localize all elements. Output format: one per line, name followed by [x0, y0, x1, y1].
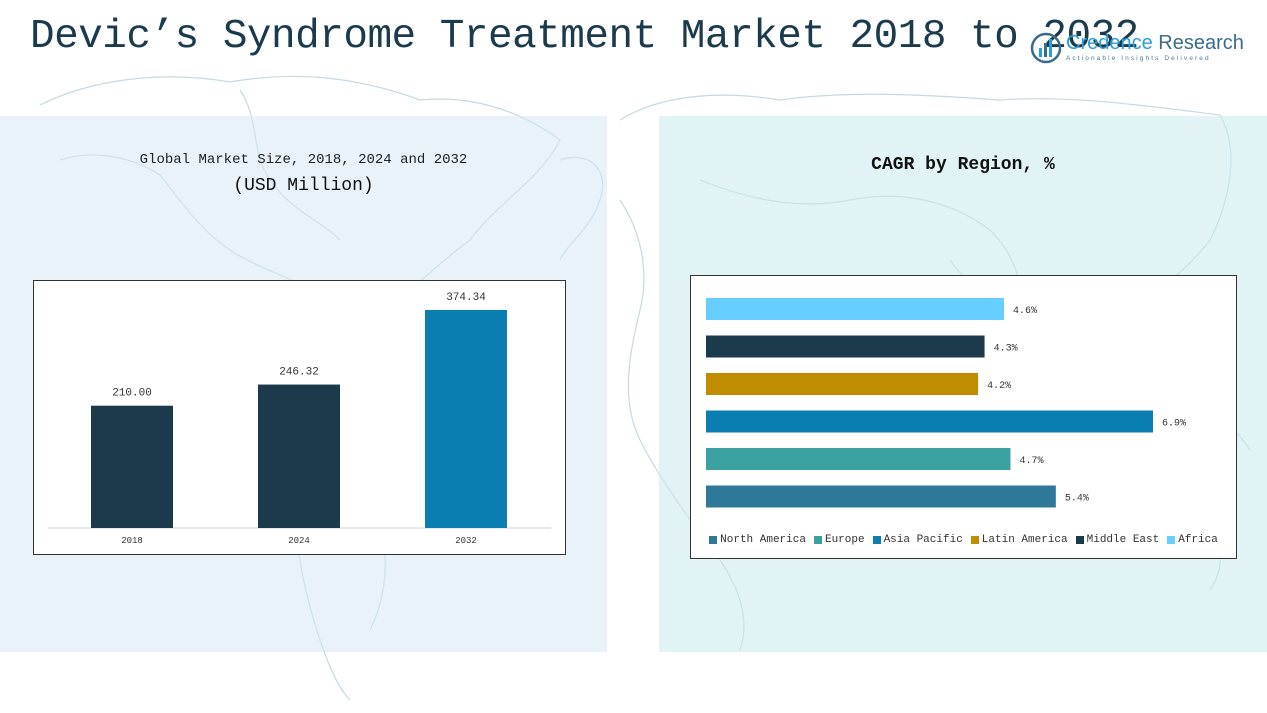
logo-tagline: Actionable Insights Delivered	[1066, 55, 1211, 62]
bar-africa	[706, 298, 1004, 320]
legend-swatch	[1167, 536, 1176, 544]
legend-item-asia-pacific: Asia Pacific	[872, 534, 963, 546]
cagr-value-label: 5.4%	[1065, 494, 1089, 505]
legend-item-latin-america: Latin America	[970, 534, 1068, 546]
market-size-unit: (USD Million)	[233, 176, 374, 196]
page-title: Devic’s Syndrome Treatment Market 2018 t…	[30, 14, 1139, 60]
legend-item-africa: Africa	[1167, 534, 1218, 546]
legend-swatch	[813, 536, 822, 544]
cagr-value-label: 6.9%	[1162, 419, 1186, 430]
brand-logo: Credence Research Actionable Insights De…	[1030, 30, 1244, 68]
bar-middle-east	[706, 335, 985, 358]
legend-item-middle-east: Middle East	[1075, 534, 1160, 546]
market-size-chart: 210.00 2018 246.32 2024 374.34 2032	[33, 280, 566, 555]
cagr-title: CAGR by Region, %	[871, 155, 1055, 175]
bar-asia-pacific	[706, 410, 1153, 433]
bar-value-label: 374.34	[446, 292, 486, 304]
legend-item-europe: Europe	[813, 534, 865, 546]
logo-research-text: Research	[1152, 32, 1244, 54]
legend-label: North America	[720, 534, 806, 546]
bar-value-label: 210.00	[112, 388, 152, 400]
cagr-value-label: 4.7%	[1019, 456, 1043, 467]
legend-item-north-america: North America	[709, 534, 806, 546]
bar-europe	[706, 448, 1011, 470]
x-tick-label: 2024	[288, 536, 310, 546]
x-tick-label: 2032	[455, 536, 477, 546]
market-size-title: Global Market Size, 2018, 2024 and 2032	[139, 152, 468, 168]
legend-swatch	[709, 536, 718, 544]
bar-2018	[91, 405, 173, 528]
cagr-chart: 4.6% 4.3% 4.2% 6.9% 4.7% 5.4%	[690, 275, 1237, 559]
cagr-value-label: 4.3%	[994, 344, 1018, 355]
logo-brand-text: Credence	[1066, 32, 1153, 54]
credence-logo-icon	[1030, 32, 1062, 64]
bar-north-america	[706, 485, 1056, 508]
cagr-value-label: 4.2%	[987, 381, 1011, 392]
legend-swatch	[970, 536, 979, 544]
bar-latin-america	[706, 373, 979, 395]
cagr-legend: North America Europe Asia Pacific Latin Ame…	[691, 534, 1236, 546]
legend-label: Latin America	[981, 534, 1068, 546]
bar-2024	[258, 384, 340, 528]
legend-label: Europe	[824, 534, 865, 546]
legend-label: Asia Pacific	[883, 534, 963, 546]
bar-2032	[425, 310, 507, 528]
legend-label: Africa	[1178, 534, 1218, 546]
legend-swatch	[872, 536, 881, 544]
bar-value-label: 246.32	[279, 367, 319, 379]
legend-label: Middle East	[1086, 534, 1160, 546]
cagr-value-label: 4.6%	[1013, 306, 1037, 317]
x-tick-label: 2018	[121, 536, 143, 546]
legend-swatch	[1075, 536, 1084, 544]
